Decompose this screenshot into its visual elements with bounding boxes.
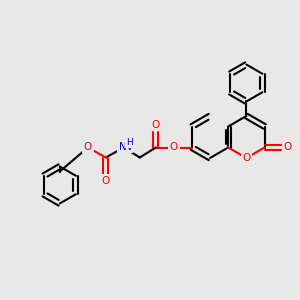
Text: O: O <box>102 176 110 185</box>
Text: O: O <box>242 153 250 163</box>
Text: N: N <box>119 142 127 152</box>
Text: O: O <box>152 119 160 130</box>
Text: O: O <box>170 142 178 152</box>
Text: O: O <box>284 142 292 152</box>
Text: N: N <box>124 142 132 152</box>
Text: O: O <box>84 142 92 152</box>
Text: H: H <box>126 138 133 147</box>
Text: H: H <box>120 142 127 152</box>
